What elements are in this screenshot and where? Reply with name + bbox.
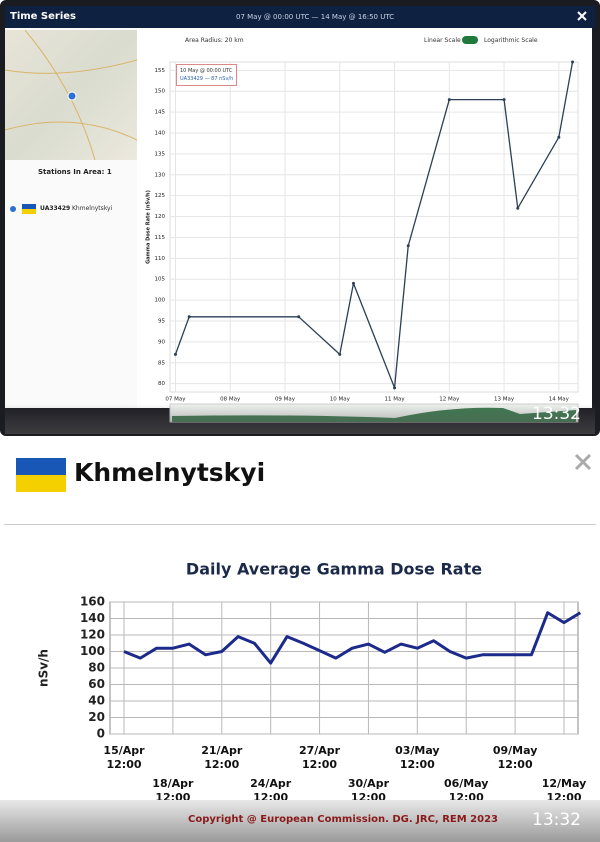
flag-yellow	[16, 475, 66, 492]
x-tick-label: 10 May	[330, 397, 351, 403]
scale-toggle[interactable]	[462, 36, 478, 44]
log-scale[interactable]: Logarithmic Scale	[484, 37, 538, 44]
data-point	[502, 98, 506, 102]
data-point	[406, 244, 410, 248]
y-tick-label: 120	[155, 214, 166, 220]
y-tick-label: 0	[97, 727, 105, 741]
time-series-chart: 80 85 90 95 100 105 110 115 120 125 130 135 140 145 15…	[146, 60, 579, 423]
header-range: 07 May @ 00:00 UTC — 14 May @ 16:50 UTC	[236, 13, 395, 21]
x-tick-label: 13 May	[494, 397, 515, 403]
linear-scale[interactable]: Linear Scale	[424, 37, 461, 44]
y-tick-label: 90	[158, 339, 165, 345]
daily-chart: 0 20 40 60 80 100 120 140 160 Daily Average Gamma…	[37, 560, 582, 741]
map	[4, 29, 138, 161]
y-tick-label: 115	[155, 235, 166, 241]
y-tick-label: 140	[80, 611, 105, 625]
flag-blue	[16, 458, 66, 475]
stations-title: Stations In Area: 1	[38, 168, 112, 176]
y-tick-label: 95	[158, 318, 165, 324]
data-point	[297, 315, 301, 319]
timestamp: 13:32	[532, 810, 581, 830]
y-tick-label: 120	[80, 628, 105, 642]
flag-yellow	[22, 209, 36, 214]
y-tick-label: 100	[155, 298, 166, 304]
y-tick-label: 155	[155, 68, 166, 74]
y-tick-label: 80	[158, 381, 165, 387]
x-tick-label: 07 May	[165, 397, 186, 403]
data-point	[447, 98, 451, 102]
y-tick-label: 140	[155, 131, 166, 137]
data-point	[173, 352, 177, 356]
y-tick-label: 135	[155, 151, 166, 157]
x-tick-label: 14 May	[549, 397, 570, 403]
timestamp: 13:32	[532, 404, 581, 424]
station-name[interactable]: Khmelnytskyi	[72, 205, 113, 212]
y-tick-label: 100	[80, 644, 105, 658]
x-tick-label: 09 May	[275, 397, 296, 403]
close-icon[interactable]	[574, 453, 592, 471]
map-roads	[4, 29, 138, 161]
data-point	[338, 352, 342, 356]
y-tick-label: 20	[88, 710, 105, 724]
divider	[4, 524, 596, 525]
y-tick-label: 60	[88, 677, 105, 691]
data-point	[557, 135, 561, 139]
flag-blue	[22, 204, 36, 209]
y-axis-label: nSv/h	[37, 649, 51, 687]
x-tick-label: 11 May	[384, 397, 405, 403]
radius-control[interactable]: Area Radius: 20 km	[185, 37, 244, 44]
plot-area	[169, 61, 579, 393]
y-tick-label: 110	[155, 256, 166, 262]
tooltip: 10 May @ 00:00 UTC UA33429 — 87 nSv/h	[176, 64, 238, 86]
y-tick-label: 130	[155, 172, 166, 178]
y-tick-label: 105	[155, 277, 166, 283]
y-tick-label: 40	[88, 694, 105, 708]
y-axis-label: Gamma Dose Rate (nSv/h)	[146, 190, 152, 264]
data-point	[571, 60, 575, 64]
y-tick-label: 145	[155, 110, 166, 116]
tooltip-time: 10 May @ 00:00 UTC	[180, 68, 233, 74]
tooltip-value: UA33429 — 87 nSv/h	[180, 76, 234, 82]
y-tick-label: 160	[80, 595, 105, 609]
y-tick-label: 80	[88, 661, 105, 675]
data-point	[351, 281, 355, 285]
y-tick-label: 125	[155, 193, 166, 199]
data-point	[393, 386, 397, 390]
close-icon[interactable]	[576, 10, 588, 22]
station-title: Khmelnytskyi	[74, 458, 266, 487]
y-tick-label: 150	[155, 89, 166, 95]
header-title: Time Series	[10, 11, 77, 22]
data-point	[516, 206, 520, 210]
footer	[0, 800, 600, 842]
station-dot	[10, 206, 16, 212]
data-point	[187, 315, 191, 319]
chart-title: Daily Average Gamma Dose Rate	[186, 560, 482, 579]
x-tick-label: 08 May	[220, 397, 241, 403]
data-line	[123, 611, 582, 665]
navigator-shade	[5, 404, 595, 434]
data-line	[174, 61, 574, 389]
copyright: Copyright @ European Commission. DG. JRC…	[188, 814, 499, 825]
y-tick-label: 85	[158, 360, 165, 366]
x-tick-label: 12 May	[439, 397, 460, 403]
header-bar	[5, 6, 595, 28]
station-id[interactable]: UA33429	[40, 205, 71, 212]
